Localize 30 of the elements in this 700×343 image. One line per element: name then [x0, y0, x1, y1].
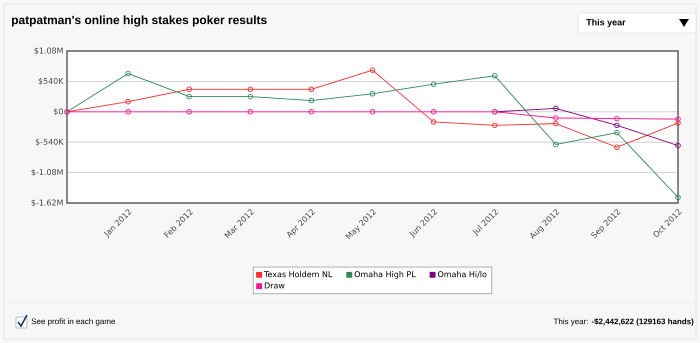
- point: [125, 109, 131, 115]
- point: [553, 115, 559, 121]
- point: [614, 144, 620, 150]
- point: [248, 109, 254, 115]
- point: [308, 109, 314, 115]
- point: [125, 70, 131, 76]
- point: [186, 86, 192, 92]
- point: [248, 86, 254, 92]
- point: [553, 106, 559, 112]
- point: [614, 122, 620, 128]
- point: [370, 91, 376, 97]
- point: [492, 73, 498, 79]
- point: [125, 98, 131, 104]
- point: [614, 116, 620, 122]
- chart-title: patpatman's online high stakes poker results: [12, 15, 267, 27]
- text: This year: [586, 18, 626, 28]
- point: [370, 67, 376, 73]
- point: [430, 81, 436, 87]
- point: [370, 109, 376, 115]
- point: [248, 94, 254, 100]
- point: [492, 122, 498, 128]
- point: [553, 120, 559, 126]
- point: [186, 94, 192, 100]
- point: [308, 86, 314, 92]
- point: [614, 130, 620, 136]
- point: [430, 109, 436, 115]
- point: [186, 109, 192, 115]
- point: [308, 98, 314, 104]
- point: [553, 142, 559, 148]
- point: [430, 119, 436, 125]
